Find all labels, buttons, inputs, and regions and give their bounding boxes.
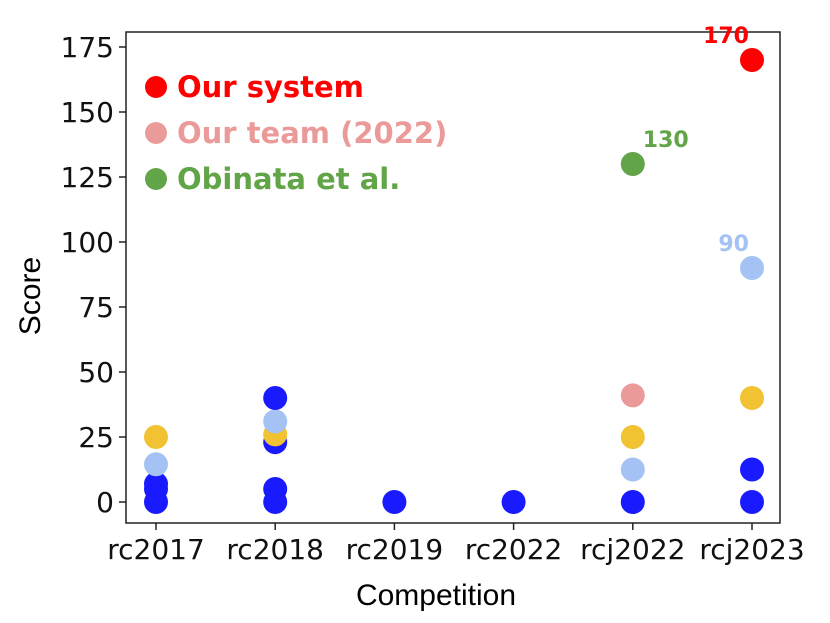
data-point	[740, 256, 764, 280]
x-axis-label: Competition	[356, 579, 516, 612]
data-label: 90	[718, 232, 749, 257]
legend-marker	[145, 76, 167, 98]
data-point	[263, 409, 288, 434]
data-label: 170	[703, 24, 749, 49]
data-point	[263, 386, 288, 410]
legend-entry: Our system	[177, 70, 364, 104]
legend-marker	[145, 122, 167, 144]
x-tick-label: rc2018	[226, 533, 324, 566]
y-axis-label: Score	[14, 257, 47, 335]
y-tick-label: 100	[61, 226, 114, 259]
data-point	[501, 490, 526, 514]
data-point	[144, 452, 168, 477]
x-tick-label: rc2022	[465, 533, 563, 566]
y-tick-label: 75	[78, 291, 114, 324]
y-axis: 0 25 50 75 100 125 150 175	[61, 31, 126, 519]
data-point	[740, 386, 764, 410]
y-tick-label: 150	[61, 96, 114, 129]
data-point	[620, 425, 645, 449]
x-tick-label: rc2017	[107, 533, 205, 566]
data-point	[620, 152, 645, 176]
x-axis: rc2017 rc2018 rc2019 rc2022 rcj2022 rcj2023	[107, 523, 805, 566]
legend-marker	[145, 168, 167, 190]
data-point	[740, 457, 764, 482]
data-point	[620, 383, 645, 408]
data-label: 130	[643, 128, 689, 153]
y-tick-label: 175	[61, 31, 114, 64]
data-point	[144, 425, 168, 449]
y-tick-label: 25	[78, 421, 114, 454]
legend-entry: Our team (2022)	[177, 116, 447, 150]
x-tick-label: rcj2022	[580, 533, 685, 566]
y-tick-label: 50	[78, 356, 114, 389]
data-point	[144, 471, 168, 496]
data-point	[740, 48, 764, 72]
x-tick-label: rc2019	[346, 533, 444, 566]
data-point	[263, 477, 288, 501]
legend-entry: Obinata et al.	[177, 162, 400, 196]
data-point	[382, 490, 407, 514]
plot-frame	[125, 31, 781, 524]
data-point	[620, 457, 645, 482]
data-points: 130 90 170	[144, 24, 764, 514]
data-point	[620, 490, 645, 514]
data-point	[740, 490, 764, 514]
x-tick-label: rcj2023	[699, 533, 804, 566]
legend: Our system Our team (2022) Obinata et al.	[145, 70, 447, 196]
y-tick-label: 125	[61, 161, 114, 194]
y-tick-label: 0	[96, 486, 114, 519]
